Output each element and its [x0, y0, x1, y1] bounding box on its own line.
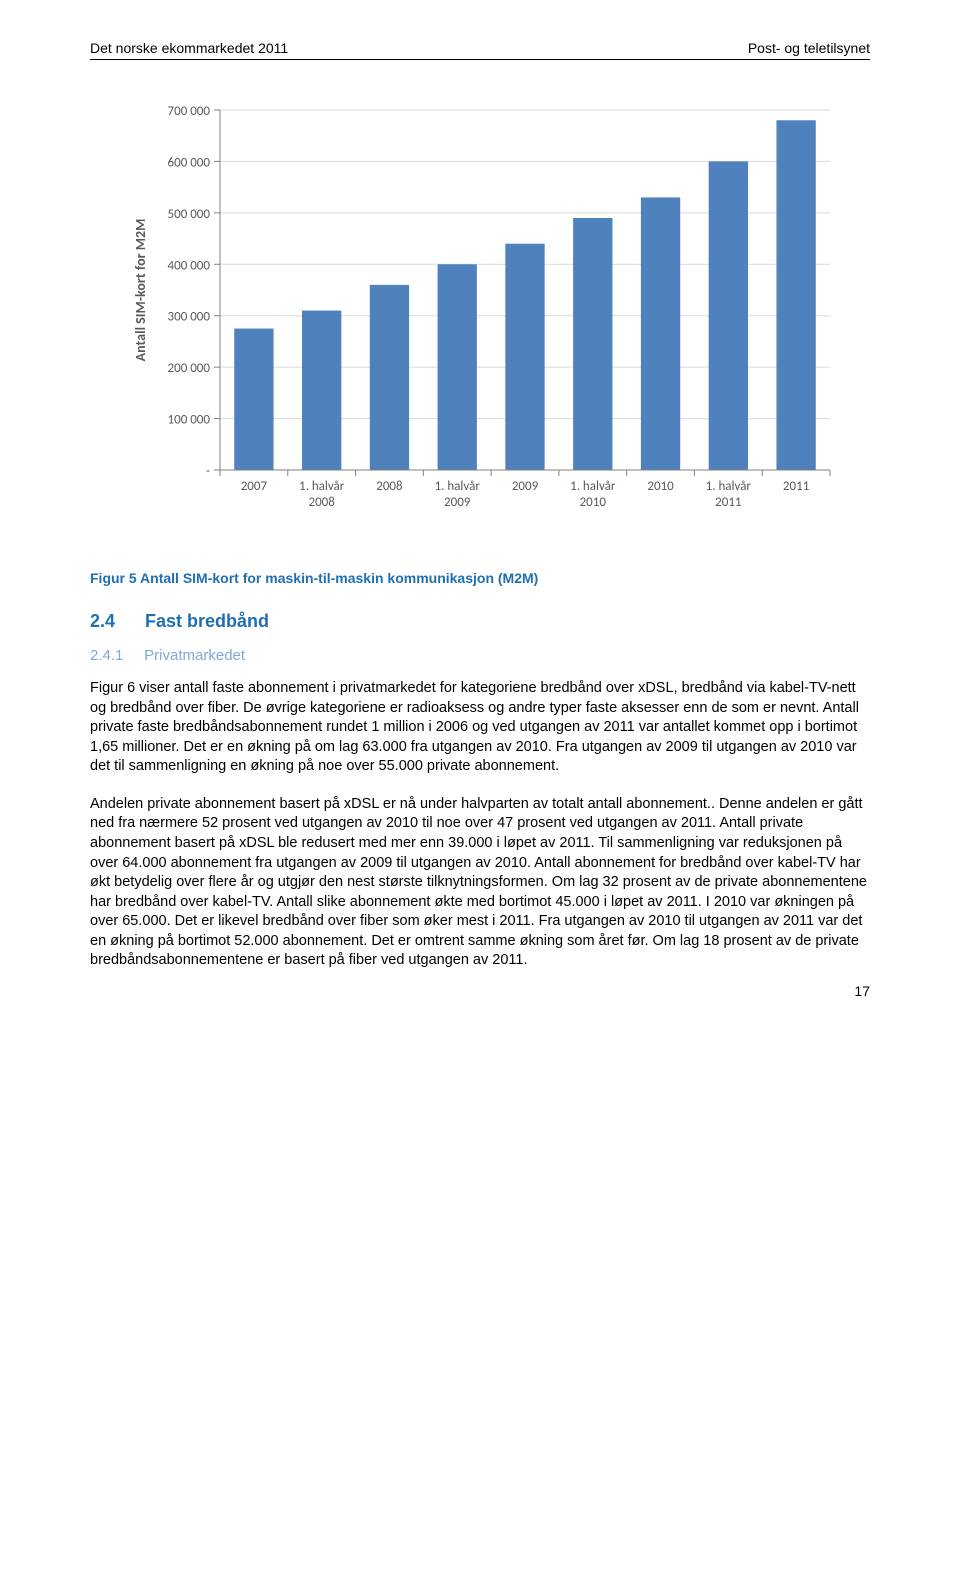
svg-text:2008: 2008 [376, 479, 403, 494]
svg-text:1. halvår: 1. halvår [299, 479, 345, 494]
svg-text:400 000: 400 000 [168, 258, 211, 273]
svg-text:500 000: 500 000 [168, 207, 211, 222]
svg-text:2011: 2011 [715, 495, 741, 510]
running-header: Det norske ekommarkedet 2011 Post- og te… [90, 40, 870, 60]
svg-text:300 000: 300 000 [168, 310, 211, 325]
subsection-heading: 2.4.1 Privatmarkedet [90, 647, 870, 664]
svg-text:700 000: 700 000 [168, 104, 211, 119]
svg-text:200 000: 200 000 [168, 361, 211, 376]
svg-text:2010: 2010 [580, 495, 607, 510]
section-heading: 2.4 Fast bredbånd [90, 611, 870, 632]
subsection-title: Privatmarkedet [144, 647, 245, 664]
subsection-number: 2.4.1 [90, 647, 140, 664]
body-paragraph-1: Figur 6 viser antall faste abonnement i … [90, 679, 870, 777]
page-number: 17 [854, 983, 870, 999]
svg-text:Antall SIM-kort for M2M: Antall SIM-kort for M2M [132, 219, 149, 362]
body-paragraph-2: Andelen private abonnement basert på xDS… [90, 795, 870, 971]
svg-text:1. halvår: 1. halvår [570, 479, 616, 494]
svg-text:2009: 2009 [444, 495, 471, 510]
svg-text:2011: 2011 [783, 479, 809, 494]
svg-text:2007: 2007 [241, 479, 268, 494]
svg-text:2010: 2010 [647, 479, 674, 494]
svg-text:2008: 2008 [308, 495, 335, 510]
section-title: Fast bredbånd [145, 611, 269, 631]
svg-text:1. halvår: 1. halvår [706, 479, 752, 494]
svg-text:-: - [206, 464, 210, 479]
figure-caption: Figur 5 Antall SIM-kort for maskin-til-m… [90, 570, 870, 586]
document-page: Det norske ekommarkedet 2011 Post- og te… [0, 0, 960, 1019]
svg-text:600 000: 600 000 [168, 155, 211, 170]
m2m-chart: - 100 000 200 000 300 000 400 000 500 000 600 … [90, 100, 870, 540]
header-left: Det norske ekommarkedet 2011 [90, 40, 288, 56]
svg-text:2009: 2009 [512, 479, 539, 494]
svg-text:1. halvår: 1. halvår [435, 479, 481, 494]
header-right: Post- og teletilsynet [748, 40, 870, 56]
section-number: 2.4 [90, 611, 140, 632]
svg-text:100 000: 100 000 [168, 413, 211, 428]
bar-chart-svg: - 100 000 200 000 300 000 400 000 500 000 600 … [120, 100, 840, 540]
